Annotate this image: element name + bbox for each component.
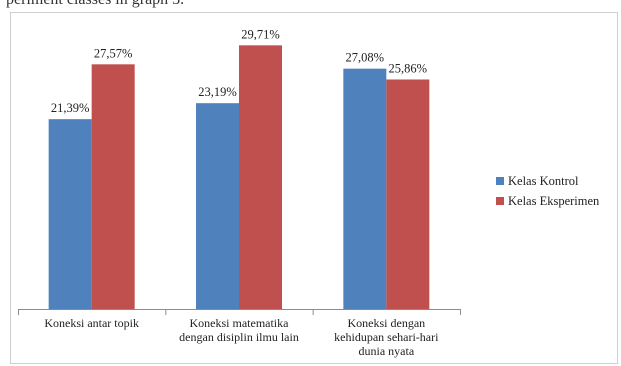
x-tick-label-0: Koneksi antar topik bbox=[44, 316, 139, 330]
bar-kelas-kontrol-2 bbox=[343, 68, 387, 309]
data-label-kelas-eksperimen-0: 27,57% bbox=[94, 46, 133, 60]
bar-kelas-eksperimen-0 bbox=[91, 64, 135, 309]
bar-kelas-eksperimen-1 bbox=[239, 45, 282, 309]
x-tick-label-2: Koneksi dengan kehidupan sehari-hari dun… bbox=[334, 316, 439, 358]
legend-label-kelas-kontrol: Kelas Kontrol bbox=[508, 173, 579, 188]
legend-label-kelas-eksperimen: Kelas Eksperimen bbox=[508, 193, 600, 208]
legend-item-kelas-eksperimen: Kelas Eksperimen bbox=[496, 191, 599, 211]
x-tick-label-1: Koneksi matematika dengan disiplin ilmu … bbox=[179, 316, 299, 344]
bar-kelas-eksperimen-2 bbox=[386, 79, 430, 310]
caption-text: periment classes in graph 3. bbox=[6, 0, 184, 9]
bar-kelas-kontrol-0 bbox=[48, 119, 92, 309]
legend-swatch-kelas-eksperimen bbox=[496, 197, 504, 205]
data-label-kelas-kontrol-1: 23,19% bbox=[198, 85, 237, 99]
bar-kelas-kontrol-1 bbox=[196, 103, 239, 309]
data-label-kelas-eksperimen-2: 25,86% bbox=[389, 61, 428, 75]
legend: Kelas Kontrol Kelas Eksperimen bbox=[496, 171, 599, 211]
legend-item-kelas-kontrol: Kelas Kontrol bbox=[496, 171, 599, 191]
data-label-kelas-kontrol-0: 21,39% bbox=[51, 101, 90, 115]
data-label-kelas-kontrol-2: 27,08% bbox=[346, 51, 385, 65]
legend-swatch-kelas-kontrol bbox=[496, 177, 504, 185]
data-label-kelas-eksperimen-1: 29,71% bbox=[241, 27, 280, 41]
